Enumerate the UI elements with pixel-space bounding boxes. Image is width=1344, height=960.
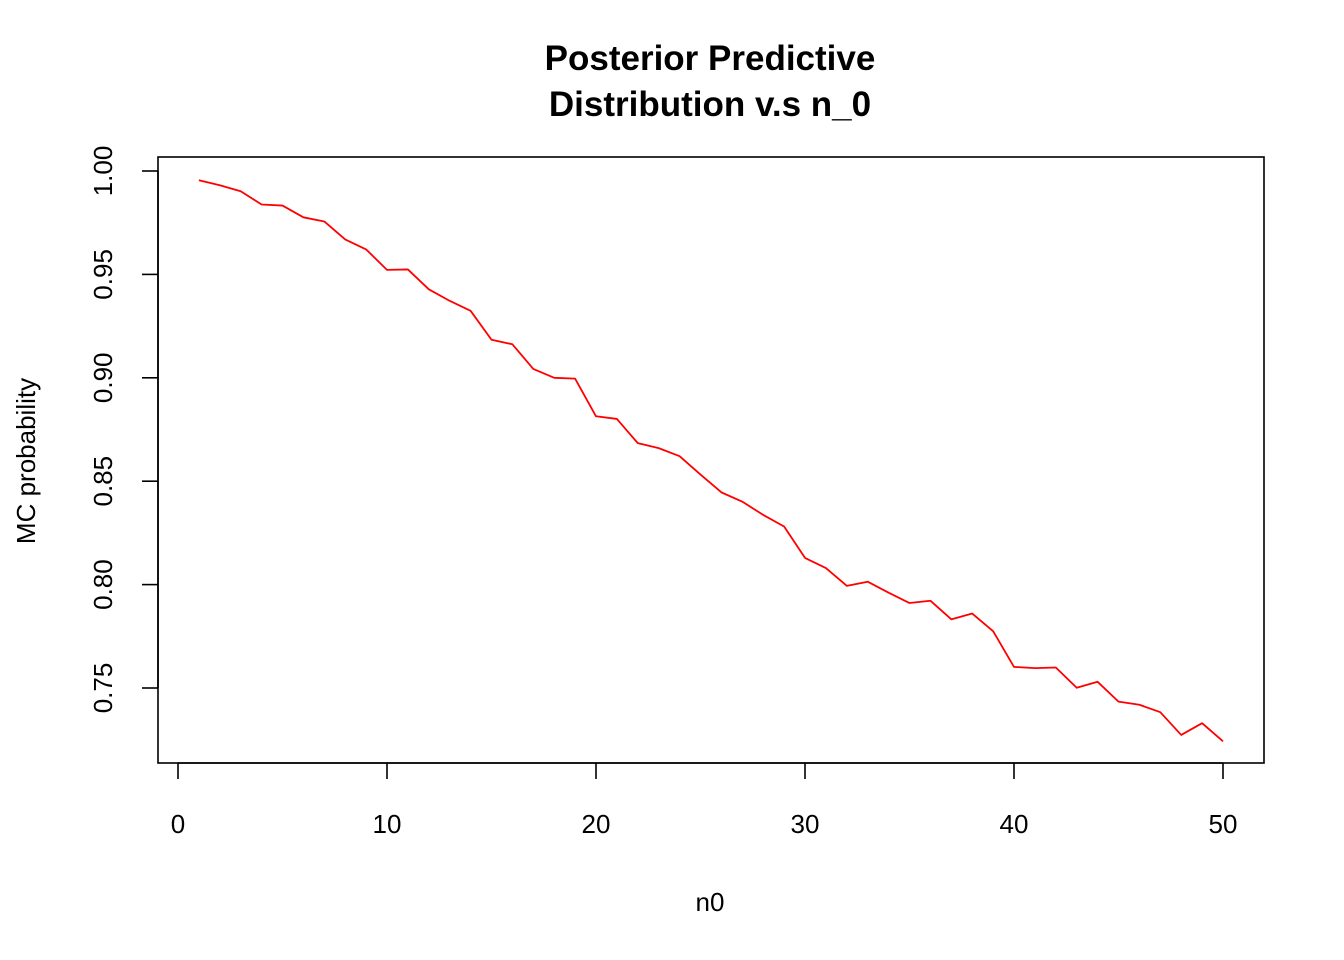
x-tick-label: 10 xyxy=(373,809,402,839)
y-axis-label: MC probability xyxy=(11,378,41,544)
y-tick-label: 0.75 xyxy=(88,663,118,714)
series-layer xyxy=(198,179,1224,743)
chart-title-line-2: Distribution v.s n_0 xyxy=(549,85,871,124)
y-tick-label: 0.85 xyxy=(88,456,118,507)
y-tick-label: 0.90 xyxy=(88,352,118,403)
series-line xyxy=(198,179,1224,743)
x-axis: 0 10 20 30 40 50 xyxy=(171,762,1238,839)
y-tick-label: 1.00 xyxy=(88,146,118,197)
x-tick-label: 20 xyxy=(582,809,611,839)
x-axis-label: n0 xyxy=(696,887,725,917)
chart-title-line-1: Posterior Predictive xyxy=(545,39,876,78)
x-tick-label: 0 xyxy=(171,809,185,839)
x-tick-label: 40 xyxy=(1000,809,1029,839)
y-axis: 0.75 0.80 0.85 0.90 0.95 1.00 xyxy=(88,146,159,714)
x-tick-label: 30 xyxy=(791,809,820,839)
plot-frame xyxy=(157,156,1265,764)
y-tick-label: 0.95 xyxy=(88,249,118,300)
y-tick-label: 0.80 xyxy=(88,559,118,610)
x-tick-label: 50 xyxy=(1209,809,1238,839)
